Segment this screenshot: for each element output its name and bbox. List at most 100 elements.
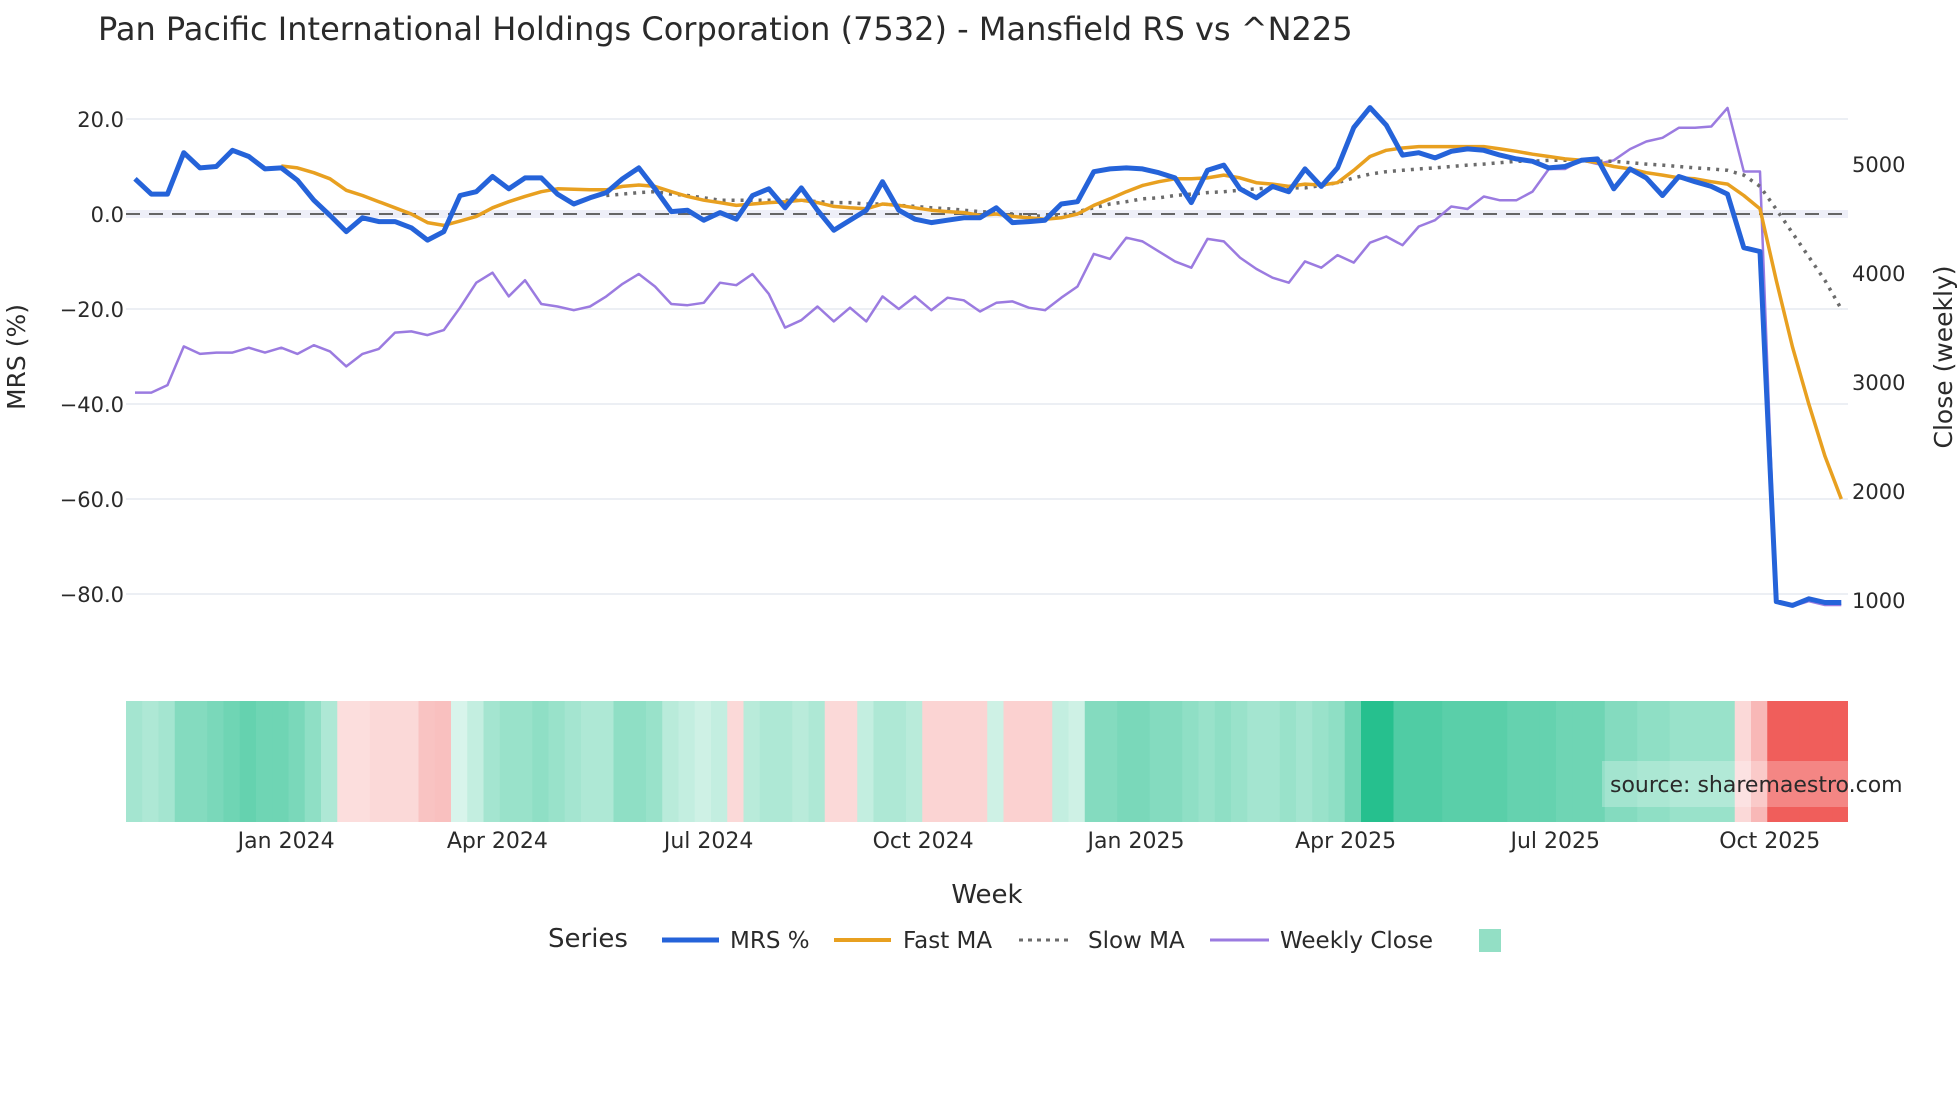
heatmap-cell (873, 701, 891, 822)
heatmap-cell (808, 701, 826, 822)
axis-ticks: 20.0 0.0 −20.0 −40.0 −60.0 −80.0 5000 4000 3000 2… (60, 108, 1906, 854)
heatmap-cell (776, 701, 793, 822)
series-line-fast-ma (281, 144, 1843, 500)
heatmap-cell (272, 701, 290, 822)
heatmap-cell (1263, 701, 1281, 822)
x-tick-label: Jan 2025 (1086, 829, 1185, 854)
heatmap-cell (759, 701, 777, 822)
heatmap-cell (532, 701, 550, 822)
heatmap-cell (564, 701, 582, 822)
heatmap-cell (678, 701, 696, 822)
heatmap-cell (1166, 701, 1183, 822)
heatmap-cell (1604, 701, 1622, 822)
heatmap-cell (646, 701, 663, 822)
heatmap-cell (207, 701, 225, 822)
y2-tick-label: 1000 (1852, 589, 1905, 613)
series-lines (133, 105, 1843, 608)
heatmap-cell (1637, 701, 1655, 822)
heatmap-cell (1783, 701, 1801, 822)
heatmap-cell (694, 701, 712, 822)
heatmap-cell (418, 701, 436, 822)
heatmap-cell (954, 701, 972, 822)
heatmap-cell (1621, 701, 1638, 822)
heatmap-cell (1068, 701, 1086, 822)
x-tick-label: Apr 2024 (447, 829, 548, 854)
heatmap-cell (1491, 701, 1508, 822)
legend-item-weekly-close[interactable]: Weekly Close (1210, 928, 1433, 954)
heatmap-cell (142, 701, 160, 822)
heatmap-cell (1474, 701, 1492, 822)
heatmap-cell (239, 701, 257, 822)
heatmap-cell (1669, 701, 1687, 822)
legend-item-fast-ma[interactable]: Fast MA (834, 928, 992, 954)
series-line-slow-ma (606, 158, 1843, 310)
heatmap-cell (613, 701, 631, 822)
heatmap-cell (499, 701, 517, 822)
y-tick-label: −40.0 (60, 393, 124, 417)
heatmap-cell (516, 701, 533, 822)
heatmap-cell (369, 701, 387, 822)
heatmap-cell (1734, 701, 1752, 822)
heatmap-cell (1588, 701, 1606, 822)
gridlines (126, 118, 1848, 595)
heatmap-cell (288, 701, 306, 822)
heatmap-cell (1507, 701, 1525, 822)
y2-axis-title: Close (weekly) (1929, 266, 1958, 449)
heatmap-cell (1247, 701, 1265, 822)
heatmap-cell (467, 701, 485, 822)
heatmap-cell (1231, 701, 1248, 822)
y-axis-title: MRS (%) (2, 304, 31, 410)
heatmap-cell (971, 701, 988, 822)
x-tick-label: Jul 2025 (1508, 829, 1600, 854)
heatmap-cell (1198, 701, 1216, 822)
chart-title: Pan Pacific International Holdings Corpo… (98, 10, 1353, 48)
heatmap-cell (256, 701, 273, 822)
heatmap-cell (1019, 701, 1037, 822)
legend-item-mrs[interactable]: MRS % (662, 928, 810, 954)
heatmap-cell (1442, 701, 1460, 822)
heatmap-cell (1101, 701, 1118, 822)
heatmap-cell (548, 701, 566, 822)
heatmap-cell (386, 701, 403, 822)
heatmap-cell (321, 701, 338, 822)
heatmap-cell (1328, 701, 1346, 822)
heatmap-cell (987, 701, 1005, 822)
heatmap-cell (792, 701, 810, 822)
heatmap-cell (662, 701, 680, 822)
heatmap-cell (174, 701, 192, 822)
heatmap-cell (1539, 701, 1557, 822)
heatmap-cell (1653, 701, 1671, 822)
heatmap-cell (922, 701, 940, 822)
heatmap-cell (824, 701, 842, 822)
x-tick-label: Jan 2024 (236, 829, 335, 854)
heatmap-cell (1816, 701, 1833, 822)
legend-label-mrs: MRS % (730, 928, 810, 954)
y2-tick-label: 4000 (1852, 262, 1905, 286)
y2-tick-label: 3000 (1852, 371, 1905, 395)
heatmap-cell (337, 701, 355, 822)
heatmap-cell (1556, 701, 1573, 822)
heatmap-cell (1036, 701, 1053, 822)
heatmap-cell (1296, 701, 1313, 822)
heatmap-cell (711, 701, 728, 822)
heatmap-cell (743, 701, 761, 822)
heatmap-cell (304, 701, 322, 822)
heatmap-cell (1523, 701, 1541, 822)
heatmap-cell (1377, 701, 1395, 822)
heatmap-cell (629, 701, 647, 822)
legend-swatch-heat[interactable] (1479, 929, 1501, 952)
heatmap-cell (727, 701, 745, 822)
y-tick-label: 0.0 (91, 203, 124, 227)
heatmap-cell (889, 701, 907, 822)
heatmap-cell (1767, 701, 1785, 822)
heatmap-cell (1702, 701, 1720, 822)
x-tick-label: Oct 2025 (1719, 829, 1820, 854)
heatmap-cell (158, 701, 176, 822)
heatmap-cell (1799, 701, 1817, 822)
heatmap-cell (1361, 701, 1378, 822)
series-line-weekly-close (135, 106, 1842, 608)
series-line-mrs (133, 105, 1842, 608)
legend-label-weekly-close: Weekly Close (1280, 928, 1433, 954)
legend-item-slow-ma[interactable]: Slow MA (1019, 928, 1185, 954)
heatmap-cell (1133, 701, 1151, 822)
